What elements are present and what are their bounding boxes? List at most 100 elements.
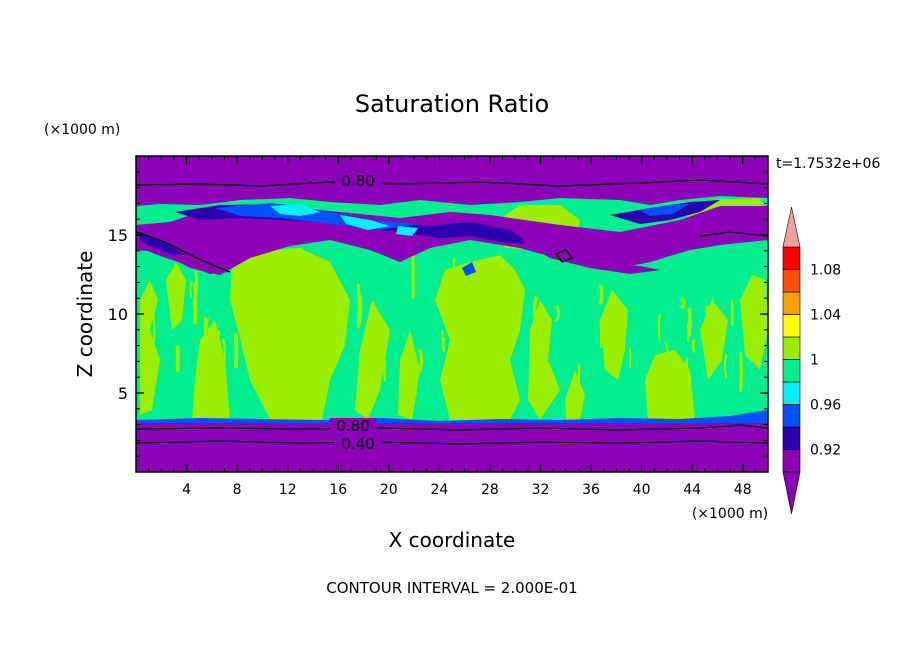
contour-cirrus-1 (135, 231, 231, 273)
patch-5 (398, 330, 420, 420)
streak (738, 351, 743, 393)
contour-label-bg-1 (335, 172, 381, 190)
streak (192, 298, 198, 324)
x-tick-label-44: 44 (683, 482, 701, 498)
contour-080-upper (135, 179, 769, 187)
y-axis: 5 10 15 (108, 171, 768, 457)
streak (222, 338, 227, 370)
patch-6 (435, 255, 525, 420)
streak (691, 338, 696, 354)
low-dry-layer (136, 423, 768, 472)
patch-2 (192, 320, 230, 420)
streak (441, 337, 446, 353)
plot-area (136, 156, 768, 472)
colorbar-swatch-1 (782, 426, 801, 450)
y-tick-label-5: 5 (118, 384, 128, 403)
x-tick-label-40: 40 (633, 482, 651, 498)
colorbar-swatch-5 (782, 336, 801, 360)
patch-7 (528, 300, 560, 420)
x-tick-label-24: 24 (430, 482, 448, 498)
streak (608, 346, 612, 363)
streak (279, 365, 284, 382)
y-tick-label-15: 15 (108, 226, 128, 245)
streak (680, 297, 686, 310)
streak (598, 284, 604, 305)
contour-040 (135, 440, 769, 445)
colorbar: 0.92 0.96 1 1.04 1.08 (782, 206, 841, 515)
streak (456, 269, 461, 295)
streak (688, 309, 692, 329)
y-axis-label: Z coordinate (73, 251, 97, 378)
streak (281, 317, 286, 360)
chart-title: Saturation Ratio (355, 90, 549, 118)
contour-cirrus-3 (554, 249, 574, 263)
patch-13 (166, 262, 186, 330)
contour-label-3: 0.40 (341, 435, 374, 453)
colorbar-swatch-6 (782, 314, 801, 338)
contour-cirrus-2 (699, 231, 769, 237)
streak (152, 309, 156, 350)
y-unit-label: (×1000 m) (44, 122, 120, 138)
convective-streaks (143, 252, 756, 396)
colorbar-swatch-0 (782, 449, 801, 473)
streak (555, 304, 560, 322)
colorbar-over-arrow (782, 206, 801, 248)
colorbar-swatch-3 (782, 381, 801, 405)
streak (383, 364, 387, 382)
streak (311, 309, 316, 329)
x-tick-label-32: 32 (532, 482, 550, 498)
patch-4 (355, 300, 390, 420)
cirrus-cyan-2 (340, 215, 390, 230)
streak (472, 269, 477, 297)
contour-label-bg-2 (330, 418, 376, 434)
streak (233, 333, 239, 368)
x-tick-label-8: 8 (233, 482, 242, 498)
colorbar-label: 1 (810, 353, 819, 369)
streak (753, 346, 756, 363)
colorbar-swatch-2 (782, 404, 801, 428)
cirrus-outer (136, 206, 768, 275)
streak (723, 353, 728, 379)
streak (532, 296, 539, 321)
x-unit-label: (×1000 m) (692, 506, 768, 522)
x-tick-label-20: 20 (380, 482, 398, 498)
colorbar-swatch-7 (782, 291, 801, 315)
patch-9 (600, 290, 628, 380)
colorbar-swatch-8 (782, 269, 801, 293)
x-axis-label: X coordinate (389, 528, 516, 552)
streak (441, 330, 444, 341)
cirrus-blue-right-inner (640, 204, 690, 216)
colorbar-swatch-4 (782, 359, 801, 383)
x-tick-label-28: 28 (481, 482, 499, 498)
streak (356, 283, 361, 329)
streak (293, 306, 297, 335)
patch-3 (230, 248, 350, 420)
streak (418, 349, 424, 372)
x-tick-label-4: 4 (182, 482, 191, 498)
contour-label-2: 0.80 (336, 417, 369, 435)
streak (657, 314, 661, 340)
streak (189, 280, 193, 298)
x-tick-label-36: 36 (582, 482, 600, 498)
streak (215, 330, 221, 371)
colorbar-under-arrow (782, 471, 801, 515)
dry-tongue-right (520, 240, 660, 274)
streak (465, 321, 471, 338)
streak (203, 317, 210, 344)
colorbar-swatch-9 (782, 246, 801, 270)
x-axis: 4 8 12 16 20 24 28 32 36 40 44 48 (148, 156, 756, 498)
boundary-dry-layer (136, 410, 768, 472)
streak (482, 271, 485, 293)
streak (282, 350, 288, 372)
colorbar-label: 0.96 (810, 398, 841, 414)
contour-label-1: 0.80 (341, 172, 374, 190)
streak (260, 326, 266, 349)
time-label: t=1.7532e+06 (776, 156, 880, 172)
colorbar-label: 1.04 (810, 308, 841, 324)
y-tick-label-10: 10 (108, 305, 128, 324)
streak (313, 342, 318, 377)
cirrus-cyan-3 (396, 226, 418, 236)
contour-label-bg-3 (335, 436, 381, 452)
colorbar-label: 1.08 (810, 263, 841, 279)
